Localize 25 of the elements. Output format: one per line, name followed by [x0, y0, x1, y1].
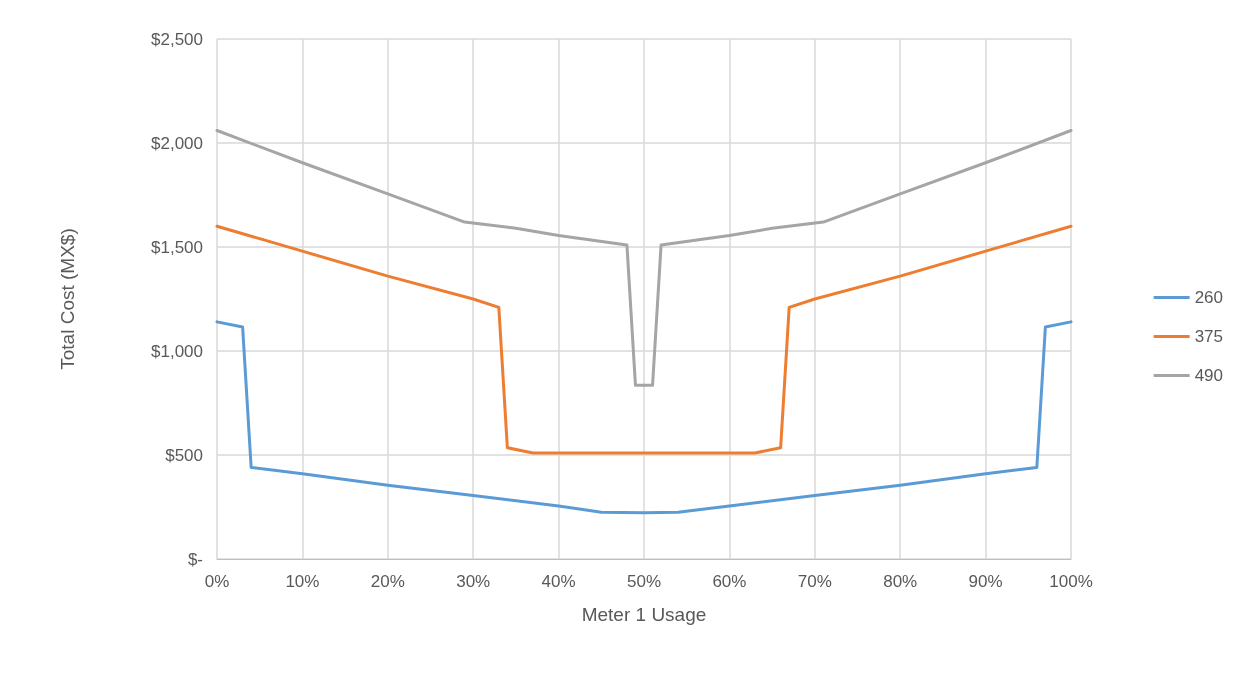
y-tick-label: $1,500	[151, 237, 203, 257]
x-tick-label: 0%	[204, 572, 230, 591]
x-tick-label: 10%	[285, 572, 320, 591]
x-tick-label: 60%	[712, 572, 747, 591]
y-axis-title: Total Cost (MX$)	[57, 228, 78, 370]
legend-label: 490	[1194, 366, 1224, 385]
line-series	[215, 129, 1073, 387]
line-series	[215, 224, 1073, 455]
y-tick-label: $1,000	[151, 341, 203, 361]
x-tick-label: 50%	[626, 572, 662, 591]
x-tick-label: 100%	[1049, 572, 1093, 591]
x-tick-label: 80%	[883, 572, 918, 591]
line-series	[215, 320, 1073, 515]
x-tick-label: 30%	[456, 572, 491, 591]
y-tick-label: $-	[187, 549, 203, 569]
x-tick-label: 90%	[968, 572, 1003, 591]
y-tick-label: $2,000	[151, 133, 203, 153]
x-tick-label: 40%	[541, 572, 576, 591]
x-tick-label: 70%	[797, 572, 832, 591]
x-axis-title: Meter 1 Usage	[581, 604, 707, 625]
x-tick-label: 20%	[370, 572, 405, 591]
y-tick-label: $500	[165, 445, 203, 465]
y-tick-label: $2,500	[151, 29, 203, 49]
legend-label: 375	[1194, 327, 1224, 346]
legend-label: 260	[1194, 288, 1224, 307]
